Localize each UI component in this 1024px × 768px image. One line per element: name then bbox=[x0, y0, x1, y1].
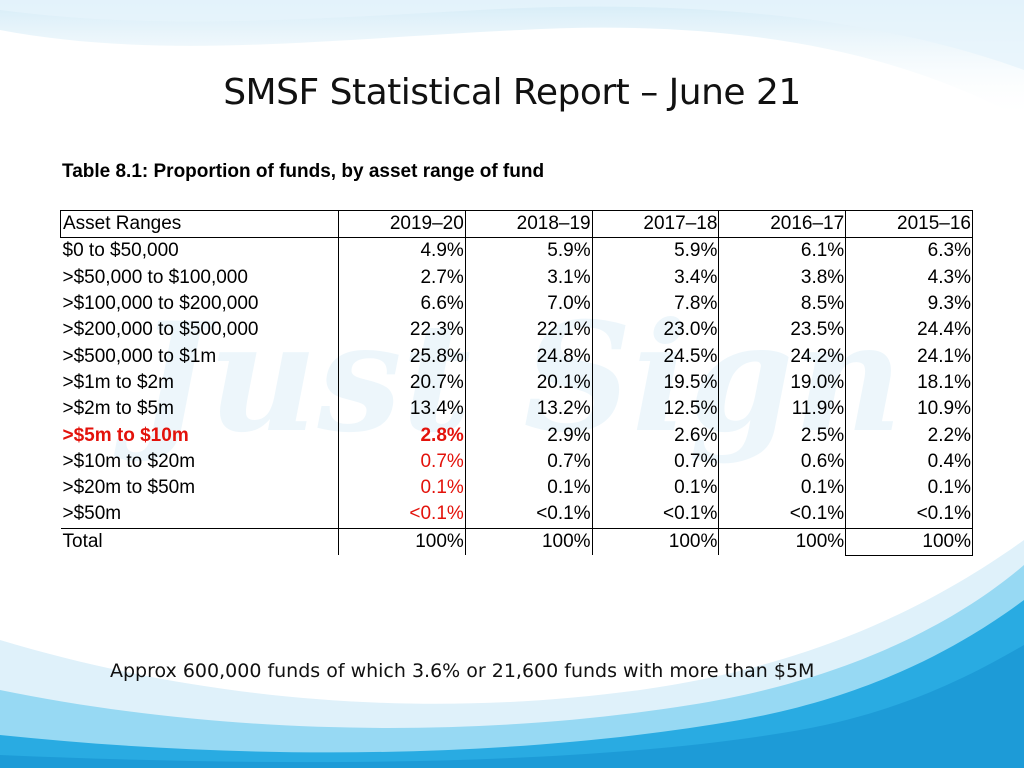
cell-value: 22.3% bbox=[338, 317, 466, 344]
cell-value: 100% bbox=[718, 528, 847, 556]
table-row: >$1m to $2m 20.7% 20.1% 19.5% 19.0% 18.1… bbox=[60, 369, 973, 397]
row-label: >$50m bbox=[60, 501, 339, 529]
cell-value: 5.9% bbox=[465, 237, 593, 265]
table-row: $0 to $50,000 4.9% 5.9% 5.9% 6.1% 6.3% bbox=[60, 237, 973, 265]
cell-value: 6.1% bbox=[718, 237, 847, 265]
row-label: >$5m to $10m bbox=[60, 422, 339, 449]
row-label: >$2m to $5m bbox=[60, 396, 339, 423]
cell-value: 3.1% bbox=[465, 264, 593, 291]
cell-value: 0.7% bbox=[465, 448, 593, 475]
cell-value: 100% bbox=[592, 528, 720, 556]
cell-value: 25.8% bbox=[338, 343, 466, 370]
table-row: >$50,000 to $100,000 2.7% 3.1% 3.4% 3.8%… bbox=[60, 264, 973, 291]
header-year: 2016–17 bbox=[718, 210, 847, 238]
cell-value: 2.9% bbox=[465, 422, 593, 449]
table-row: >$2m to $5m 13.4% 13.2% 12.5% 11.9% 10.9… bbox=[60, 396, 973, 423]
table-row: >$50m <0.1% <0.1% <0.1% <0.1% <0.1% bbox=[60, 501, 973, 529]
row-label: >$20m to $50m bbox=[60, 474, 339, 502]
asset-range-table: Asset Ranges 2019–20 2018–19 2017–18 201… bbox=[60, 210, 973, 556]
cell-value: 19.5% bbox=[592, 369, 720, 397]
cell-value: <0.1% bbox=[718, 501, 847, 529]
cell-value: 100% bbox=[465, 528, 593, 556]
table-row-highlight: >$5m to $10m 2.8% 2.9% 2.6% 2.5% 2.2% bbox=[60, 422, 973, 449]
cell-value: 13.2% bbox=[465, 396, 593, 423]
cell-value: <0.1% bbox=[338, 501, 466, 529]
row-label: >$200,000 to $500,000 bbox=[60, 317, 339, 344]
table-row: >$100,000 to $200,000 6.6% 7.0% 7.8% 8.5… bbox=[60, 290, 973, 318]
cell-value: <0.1% bbox=[592, 501, 720, 529]
cell-value: 13.4% bbox=[338, 396, 466, 423]
table-header-row: Asset Ranges 2019–20 2018–19 2017–18 201… bbox=[60, 210, 973, 238]
cell-value: 0.7% bbox=[592, 448, 720, 475]
cell-value: <0.1% bbox=[845, 501, 973, 529]
slide-title: SMSF Statistical Report – June 21 bbox=[223, 72, 801, 113]
cell-value: 4.9% bbox=[338, 237, 466, 265]
cell-value: 0.1% bbox=[592, 474, 720, 502]
cell-value: 3.4% bbox=[592, 264, 720, 291]
row-label: Total bbox=[60, 528, 339, 556]
top-wave-light bbox=[0, 0, 1024, 120]
table-row: >$20m to $50m 0.1% 0.1% 0.1% 0.1% 0.1% bbox=[60, 474, 973, 502]
cell-value: 19.0% bbox=[718, 369, 847, 397]
cell-value: 12.5% bbox=[592, 396, 720, 423]
cell-value: 9.3% bbox=[845, 290, 973, 318]
cell-value: 0.1% bbox=[845, 474, 973, 502]
header-asset-ranges: Asset Ranges bbox=[60, 210, 339, 238]
cell-value: 22.1% bbox=[465, 317, 593, 344]
cell-value: 18.1% bbox=[845, 369, 973, 397]
cell-value: 20.7% bbox=[338, 369, 466, 397]
cell-value: 2.5% bbox=[718, 422, 847, 449]
cell-value: 7.8% bbox=[592, 290, 720, 318]
cell-value: 7.0% bbox=[465, 290, 593, 318]
top-wave-soft bbox=[0, 0, 1024, 70]
cell-value: 23.5% bbox=[718, 317, 847, 344]
row-label: >$50,000 to $100,000 bbox=[60, 264, 339, 291]
cell-value: 100% bbox=[845, 528, 973, 556]
cell-value: 100% bbox=[338, 528, 466, 556]
cell-value: <0.1% bbox=[465, 501, 593, 529]
cell-value: 0.1% bbox=[465, 474, 593, 502]
cell-value: 0.4% bbox=[845, 448, 973, 475]
cell-value: 24.8% bbox=[465, 343, 593, 370]
cell-value: 24.4% bbox=[845, 317, 973, 344]
cell-value: 0.1% bbox=[718, 474, 847, 502]
cell-value: 0.1% bbox=[338, 474, 466, 502]
cell-value: 24.2% bbox=[718, 343, 847, 370]
row-label: $0 to $50,000 bbox=[60, 237, 339, 265]
cell-value: 2.7% bbox=[338, 264, 466, 291]
cell-value: 4.3% bbox=[845, 264, 973, 291]
header-year: 2017–18 bbox=[592, 210, 720, 238]
bottom-wave-strong bbox=[0, 600, 1024, 768]
cell-value: 11.9% bbox=[718, 396, 847, 423]
row-label: >$1m to $2m bbox=[60, 369, 339, 397]
header-year: 2018–19 bbox=[465, 210, 593, 238]
table-row: >$200,000 to $500,000 22.3% 22.1% 23.0% … bbox=[60, 317, 973, 344]
cell-value: 0.6% bbox=[718, 448, 847, 475]
cell-value: 24.5% bbox=[592, 343, 720, 370]
cell-value: 24.1% bbox=[845, 343, 973, 370]
cell-value: 2.2% bbox=[845, 422, 973, 449]
row-label: >$100,000 to $200,000 bbox=[60, 290, 339, 318]
cell-value: 2.6% bbox=[592, 422, 720, 449]
header-year: 2015–16 bbox=[845, 210, 973, 238]
table-row: >$500,000 to $1m 25.8% 24.8% 24.5% 24.2%… bbox=[60, 343, 973, 370]
cell-value: 3.8% bbox=[718, 264, 847, 291]
table-caption: Table 8.1: Proportion of funds, by asset… bbox=[62, 161, 545, 182]
cell-value: 6.3% bbox=[845, 237, 973, 265]
cell-value: 0.7% bbox=[338, 448, 466, 475]
cell-value: 8.5% bbox=[718, 290, 847, 318]
cell-value: 5.9% bbox=[592, 237, 720, 265]
bottom-wave-edge bbox=[0, 645, 1024, 768]
cell-value: 6.6% bbox=[338, 290, 466, 318]
cell-value: 10.9% bbox=[845, 396, 973, 423]
cell-value: 20.1% bbox=[465, 369, 593, 397]
row-label: >$500,000 to $1m bbox=[60, 343, 339, 370]
footnote: Approx 600,000 funds of which 3.6% or 21… bbox=[110, 660, 815, 682]
cell-value: 2.8% bbox=[338, 422, 466, 449]
row-label: >$10m to $20m bbox=[60, 448, 339, 475]
header-year: 2019–20 bbox=[338, 210, 466, 238]
cell-value: 23.0% bbox=[592, 317, 720, 344]
table-row: >$10m to $20m 0.7% 0.7% 0.7% 0.6% 0.4% bbox=[60, 448, 973, 475]
table-total-row: Total 100% 100% 100% 100% 100% bbox=[60, 528, 973, 556]
